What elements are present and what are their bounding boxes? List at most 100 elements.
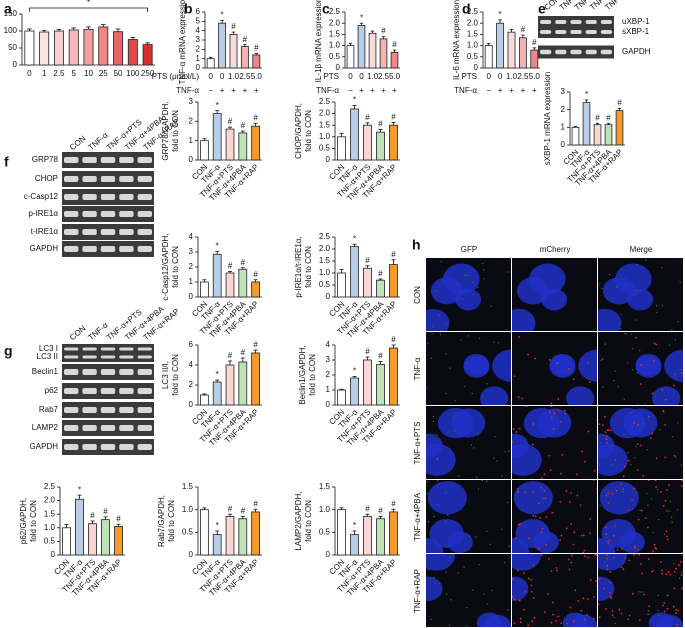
y-tick-label: 1.0 xyxy=(182,505,194,514)
blot-band xyxy=(82,407,97,413)
blot-band xyxy=(555,49,567,55)
blot-band xyxy=(100,407,116,413)
bar xyxy=(53,30,64,66)
band-label: sXBP-1 xyxy=(622,27,650,36)
blot-band xyxy=(100,355,116,359)
tnf-row-label: TNF-α xyxy=(454,86,477,95)
cells xyxy=(426,407,510,479)
significance-mark: # xyxy=(253,113,258,122)
bar xyxy=(212,113,222,161)
y-tick-label: 0 xyxy=(189,400,194,409)
column-label: GFP xyxy=(461,245,477,254)
blot-band xyxy=(555,30,567,34)
gfp-dot xyxy=(477,488,480,490)
puncta xyxy=(661,388,664,391)
y-tick-label: 2.0 xyxy=(329,18,341,27)
puncta xyxy=(642,474,645,477)
puncta xyxy=(655,547,658,550)
gfp-dot xyxy=(448,626,451,627)
puncta xyxy=(631,592,634,595)
puncta xyxy=(611,492,614,495)
puncta xyxy=(607,541,610,544)
row-label: TNF-α xyxy=(413,357,422,380)
puncta xyxy=(646,526,649,529)
puncta xyxy=(565,489,568,492)
significance-mark: * xyxy=(353,521,356,530)
gfp-dot xyxy=(466,361,468,364)
puncta xyxy=(582,597,585,600)
y-tick-label: 0 xyxy=(51,550,56,559)
puncta xyxy=(607,492,610,495)
blot-band xyxy=(64,229,79,235)
puncta xyxy=(595,580,597,583)
puncta xyxy=(549,411,551,414)
puncta xyxy=(570,523,572,525)
puncta xyxy=(592,480,595,482)
gfp-dot xyxy=(468,535,471,537)
x-row-label: PTS xyxy=(323,72,339,81)
gfp-dot xyxy=(486,382,488,385)
blot-band xyxy=(82,347,97,351)
bar xyxy=(75,498,84,556)
puncta xyxy=(540,477,543,479)
bar xyxy=(114,526,123,556)
blot-band xyxy=(119,176,134,182)
blot-band xyxy=(64,347,79,351)
puncta xyxy=(548,454,551,457)
gfp-dot xyxy=(647,504,649,506)
cells xyxy=(426,480,510,553)
gfp-dot xyxy=(657,614,660,617)
gfp-dot xyxy=(482,395,484,398)
tnf-row-value: − xyxy=(348,86,353,95)
y-axis-label: fold to CON xyxy=(171,246,180,288)
puncta xyxy=(643,593,646,596)
puncta xyxy=(570,554,573,557)
puncta xyxy=(672,605,675,608)
nucleus xyxy=(427,481,467,515)
puncta xyxy=(560,622,563,625)
bar xyxy=(101,519,110,556)
puncta xyxy=(651,570,654,573)
blot-band xyxy=(100,211,116,217)
blot-band xyxy=(82,229,97,235)
y-tick-label: 5 xyxy=(196,16,201,25)
blot-band xyxy=(100,369,116,375)
lane-label: TNF-α+RAP xyxy=(603,0,642,12)
blot-band xyxy=(119,157,134,163)
significance-mark: * xyxy=(216,370,219,379)
puncta xyxy=(525,406,528,408)
nucleus xyxy=(447,531,473,553)
blot-band xyxy=(585,20,597,24)
nucleus xyxy=(566,386,595,405)
x-tick-label: 10 xyxy=(84,69,93,78)
gfp-dot xyxy=(635,445,637,448)
y-tick-label: 1.5 xyxy=(319,120,331,129)
nucleus xyxy=(578,349,597,382)
tnf-row-value: + xyxy=(243,86,248,95)
gfp-dot xyxy=(646,448,648,451)
puncta xyxy=(605,435,608,438)
gfp-dot xyxy=(472,589,474,591)
y-tick-label: 0.5 xyxy=(329,52,341,61)
puncta xyxy=(609,429,612,432)
gfp-dot xyxy=(478,563,480,566)
puncta xyxy=(537,547,540,550)
bar xyxy=(218,22,227,69)
gfp-dot xyxy=(636,289,638,292)
gfp-dot xyxy=(638,591,640,593)
y-tick-label: 1.0 xyxy=(319,132,331,141)
puncta xyxy=(517,523,520,526)
gfp-dot xyxy=(665,510,668,512)
puncta xyxy=(532,514,535,517)
puncta xyxy=(519,522,522,525)
y-axis-label: LC3 II/I, xyxy=(161,361,170,389)
puncta xyxy=(596,487,597,490)
lane-label: TNF-α xyxy=(86,130,110,152)
gfp-dot xyxy=(603,561,606,563)
puncta xyxy=(660,569,663,572)
gfp-dot xyxy=(433,576,435,579)
puncta xyxy=(634,336,637,339)
nucleus xyxy=(598,537,616,553)
tnf-row-label: TNF-α xyxy=(176,86,199,95)
column-label: mCherry xyxy=(540,245,571,254)
